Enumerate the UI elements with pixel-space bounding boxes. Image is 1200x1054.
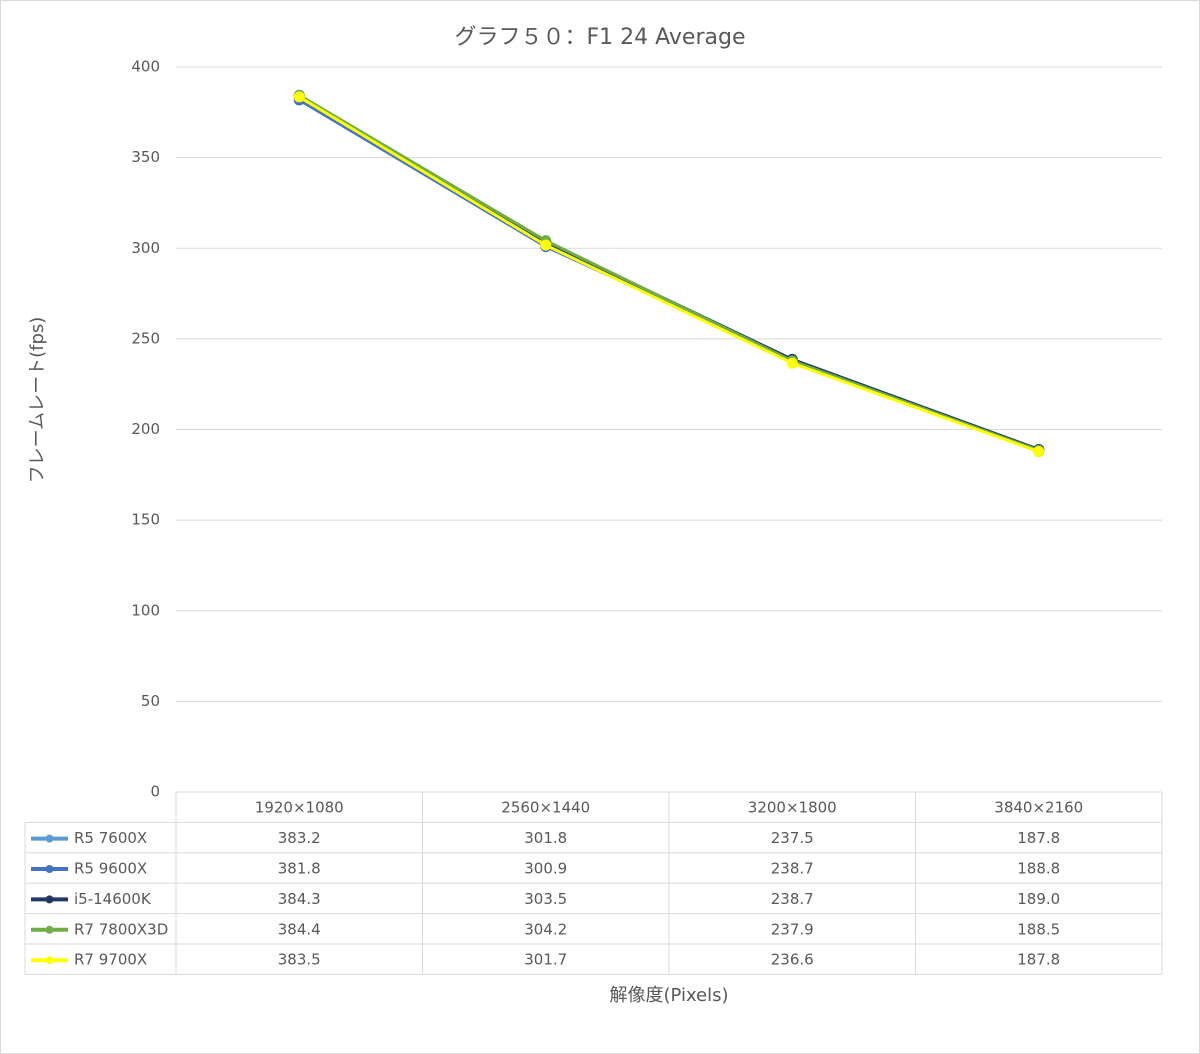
y-tick-label: 50	[141, 692, 160, 710]
table-cell: 236.6	[771, 951, 814, 969]
table-cell: 187.8	[1017, 829, 1060, 847]
data-point	[786, 357, 798, 369]
table-cell: 300.9	[524, 860, 567, 878]
legend-marker	[45, 895, 54, 904]
table-cell: 381.8	[278, 860, 321, 878]
legend-label: R7 7800X3D	[74, 920, 168, 938]
chart-title: グラフ５０：F1 24 Average	[455, 25, 746, 50]
table-cell: 383.2	[278, 829, 321, 847]
legend-label: R5 7600X	[74, 829, 147, 847]
legend-label: R7 9700X	[74, 951, 147, 969]
x-tick-label: 3200×1800	[748, 799, 837, 817]
series-line	[298, 95, 1040, 454]
table-cell: 237.5	[771, 829, 814, 847]
y-tick-label: 200	[131, 420, 160, 438]
table-cell: 238.7	[771, 860, 814, 878]
table-cell: 187.8	[1017, 951, 1060, 969]
legend-label: i5-14600K	[74, 890, 152, 908]
legend-marker	[45, 834, 54, 843]
legend-marker	[45, 925, 54, 934]
x-axis-title: 解像度(Pixels)	[609, 985, 728, 1006]
data-point	[1033, 446, 1045, 458]
series-line	[298, 93, 1040, 452]
table-cell: 189.0	[1017, 890, 1060, 908]
y-axis-title: フレームレート(fps)	[27, 317, 48, 484]
table-cell: 383.5	[278, 951, 321, 969]
y-tick-label: 300	[131, 239, 160, 257]
table-cell: 188.5	[1017, 920, 1060, 938]
table-cell: 303.5	[524, 890, 567, 908]
x-tick-label: 1920×1080	[255, 799, 344, 817]
table-cell: 384.4	[278, 920, 321, 938]
x-tick-label: 2560×1440	[501, 799, 590, 817]
table-cell: 384.3	[278, 890, 321, 908]
table-cell: 238.7	[771, 890, 814, 908]
legend-marker	[45, 956, 54, 965]
table-cell: 301.8	[524, 829, 567, 847]
y-tick-label: 150	[131, 511, 160, 529]
y-tick-label: 350	[131, 148, 160, 166]
data-point	[293, 91, 305, 103]
table-cell: 237.9	[771, 920, 814, 938]
y-tick-label: 250	[131, 329, 160, 347]
table-cell: 304.2	[524, 920, 567, 938]
x-tick-label: 3840×2160	[994, 799, 1083, 817]
table-cell: 301.7	[524, 951, 567, 969]
y-tick-label: 100	[131, 601, 160, 619]
y-tick-label: 400	[131, 58, 160, 76]
legend-marker	[45, 865, 54, 873]
data-point	[540, 239, 552, 251]
legend-label: R5 9600X	[74, 860, 147, 878]
y-tick-label: 0	[150, 783, 160, 801]
table-cell: 188.8	[1017, 860, 1060, 878]
